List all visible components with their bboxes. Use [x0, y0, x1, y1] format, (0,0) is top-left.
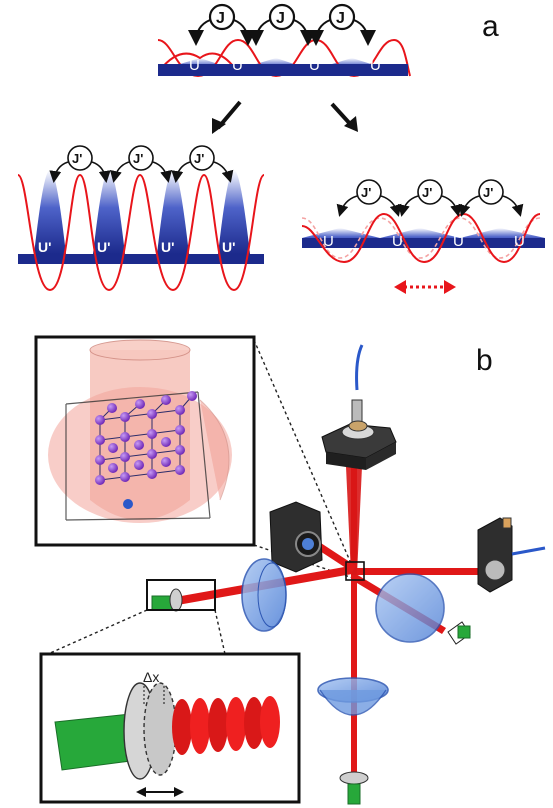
well-label-u: U [309, 57, 320, 74]
left-retro-mirror [151, 588, 183, 612]
well-label-u: U [514, 233, 525, 250]
atom [161, 457, 171, 467]
lattice-inset [34, 335, 256, 547]
tunneling-marker: J' [49, 145, 111, 183]
atom [147, 449, 157, 459]
tunneling-marker: J' [398, 179, 462, 217]
well-label-u-prime: U' [222, 239, 235, 255]
top-mount [321, 344, 397, 470]
tunneling-label-j-prime: J' [133, 151, 143, 166]
tunneling-marker: J' [110, 145, 172, 183]
tunneling-marker: J [308, 3, 376, 46]
atom [120, 472, 130, 482]
mirror-inset: Δx [39, 652, 301, 804]
tunneling-label-j-prime: J' [72, 151, 82, 166]
well-label-u: U [370, 57, 381, 74]
deep-well [34, 170, 66, 254]
modulated-lattice-well-labels: U U U U [323, 233, 525, 250]
atom [134, 460, 144, 470]
deep-lattice-potential [17, 173, 265, 292]
modulated-potential [301, 212, 541, 264]
top-lattice-wave-1 [159, 52, 237, 71]
tunneling-label-j: J [336, 10, 345, 27]
top-lattice-tunneling: J J J [188, 3, 376, 46]
atom [134, 440, 144, 450]
tunneling-label-j: J [216, 10, 225, 27]
top-lattice-base [158, 64, 408, 76]
atom [120, 412, 130, 422]
atom [147, 429, 157, 439]
atom [147, 469, 157, 479]
right-lens [375, 573, 471, 645]
right-mount [477, 517, 546, 593]
top-lattice: U U U U J J J [157, 3, 411, 78]
tunneling-label-j: J [276, 10, 285, 27]
well-label-u: U [323, 233, 334, 250]
mirror-disk-front [143, 682, 177, 776]
atom [175, 425, 185, 435]
atom [175, 465, 185, 475]
atom [161, 395, 171, 405]
zoom-region-box [146, 579, 216, 611]
atom [95, 475, 105, 485]
tunneling-label-j-prime: J' [483, 185, 493, 200]
well-label-u: U [189, 57, 200, 74]
bottom-lens [317, 677, 389, 716]
tunneling-label-j-prime: J' [422, 185, 432, 200]
deep-lattice-well-labels: U' U' U' U' [38, 239, 235, 255]
atom [95, 455, 105, 465]
delta-x-label: Δx [143, 669, 159, 685]
atom [95, 415, 105, 425]
tunneling-marker: J [248, 3, 316, 46]
well-label-u-prime: U' [38, 239, 51, 255]
modulated-lattice-tunneling: J' J' J' [336, 179, 524, 217]
atom [108, 463, 118, 473]
atoms [95, 391, 197, 509]
well-label-u: U [453, 233, 464, 250]
atom [161, 437, 171, 447]
upper-left-mount [269, 501, 323, 573]
atom [95, 435, 105, 445]
tunneling-marker: J' [336, 179, 402, 217]
atom [120, 452, 130, 462]
shaking-arrow [394, 280, 456, 294]
deep-well [218, 170, 250, 254]
atom [135, 399, 145, 409]
well-label-u-prime: U' [97, 239, 110, 255]
deep-lattice: U' U' U' U' J' J' J' [17, 145, 265, 292]
atom [108, 443, 118, 453]
deep-lattice-tunneling: J' J' J' [49, 145, 234, 183]
shifted-potential [301, 217, 541, 259]
panel-a-label: a [482, 10, 499, 43]
bottom-retro-mirror [339, 771, 369, 805]
deep-well [93, 170, 125, 254]
atom [107, 403, 117, 413]
well-label-u: U [232, 57, 243, 74]
tunneling-label-j-prime: J' [361, 185, 371, 200]
atom [175, 405, 185, 415]
right-beam [357, 568, 492, 575]
tunneling-label-j-prime: J' [194, 151, 204, 166]
modulated-lattice: U U U U J' J' J' [301, 179, 545, 294]
transition-arrows [212, 100, 358, 134]
tunneling-marker: J' [171, 145, 234, 183]
atom [123, 499, 133, 509]
deep-well [157, 170, 189, 254]
atom [120, 432, 130, 442]
atom [187, 391, 197, 401]
standing-wave-beam [172, 696, 280, 755]
tunneling-marker: J [188, 3, 256, 46]
top-lattice-well-labels: U U U U [189, 57, 381, 74]
translation-arrow [136, 787, 184, 797]
atom [175, 445, 185, 455]
well-label-u: U [392, 233, 403, 250]
tunneling-marker: J' [458, 179, 524, 217]
panel-b-label: b [476, 344, 493, 377]
well-label-u-prime: U' [161, 239, 174, 255]
atom [147, 409, 157, 419]
left-lens [241, 558, 287, 632]
center-cell [345, 561, 365, 581]
vertical-beam [345, 445, 363, 795]
